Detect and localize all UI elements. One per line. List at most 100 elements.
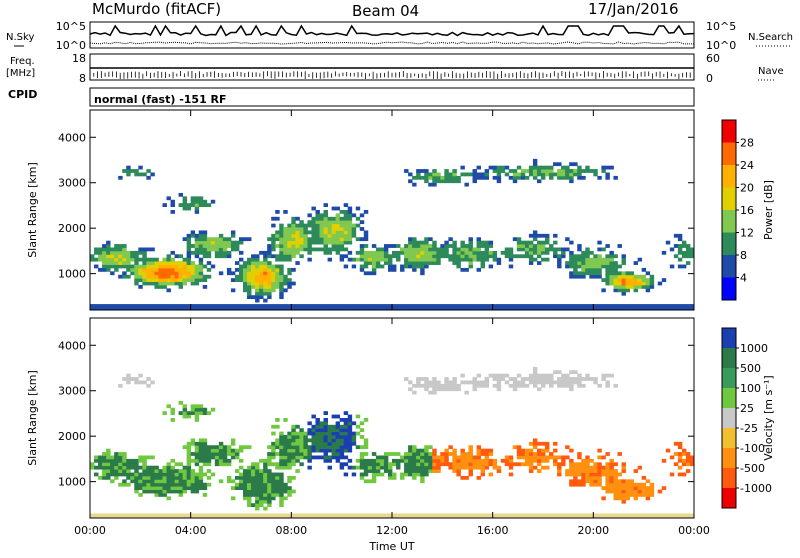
velocity-cell [371,479,377,484]
velocity-cell [677,472,683,477]
power-cell [536,179,542,184]
power-cell [593,271,598,276]
power-cell [440,247,445,252]
power-cell [311,247,316,252]
power-cell [561,165,566,170]
power-cell [267,274,272,279]
velocity-cell [396,458,401,463]
power-cell [319,227,324,231]
power-cell [130,267,135,272]
velocity-cell [452,455,457,460]
velocity-cell [166,496,171,501]
power-cell [609,257,614,262]
power-cell [323,304,328,310]
power-cell [613,281,618,286]
power-cell [412,182,417,187]
velocity-cell [528,448,534,453]
velocity-cell [359,513,365,518]
power-cell [512,175,518,180]
velocity-cell [633,482,639,487]
power-cell [561,247,566,252]
velocity-cell [162,513,167,518]
power-cell [609,267,614,272]
power-cell [122,274,127,279]
power-cell [130,264,135,269]
velocity-cell [267,452,272,456]
velocity-cell [359,428,365,433]
velocity-cell [363,445,369,450]
power-cell [444,304,449,310]
power-cell [347,233,353,238]
power-cell [347,230,353,235]
velocity-cell [379,472,385,477]
power-cell [408,244,413,248]
velocity-cell [669,455,675,460]
power-cell [243,285,248,289]
power-cell [605,254,610,259]
power-cell [146,169,151,173]
velocity-cell [637,482,643,487]
velocity-cell [549,513,554,518]
nsearch-tick-high: 10^5 [706,20,736,33]
velocity-cell [138,458,143,463]
power-cell [613,288,618,293]
velocity-cell [190,475,196,480]
power-cell [416,304,421,310]
power-cell [283,257,288,262]
velocity-cell [597,479,602,484]
power-cell [339,247,345,252]
power-cell [170,203,175,207]
power-cell [673,233,679,238]
power-cell [436,250,441,255]
power-cell [307,304,312,310]
power-cell [468,244,473,248]
power-cell [689,250,695,255]
power-cell [359,254,365,259]
velocity-cell [335,421,341,426]
velocity-cell [170,418,175,422]
velocity-cell [343,441,349,446]
velocity-cell [681,458,687,463]
power-cell [287,227,292,231]
power-cell [351,223,357,228]
power-cell [174,281,179,286]
velocity-cell [118,513,123,518]
velocity-cell [343,418,349,422]
velocity-cell [178,469,184,473]
power-cell [194,240,200,245]
power-cell [271,304,276,310]
power-cell [367,257,373,262]
power-cell [685,247,691,252]
velocity-cell [492,377,498,381]
power-cell [484,169,490,173]
velocity-cell [122,465,127,470]
velocity-cell [283,462,288,467]
power-cell [476,172,481,177]
velocity-cell [122,452,127,456]
power-cell [291,250,296,255]
power-cell [363,304,369,310]
nsky-tick-low: 10^0 [56,39,86,52]
power-cell [452,244,457,248]
velocity-cell [283,455,288,460]
velocity-cell [593,472,598,477]
power-cell [689,304,695,310]
velocity-cell [557,377,562,381]
power-cell [186,274,192,279]
power-cell [383,254,389,259]
velocity-cell [279,482,284,487]
velocity-cell [138,513,143,518]
power-cell [569,257,574,262]
velocity-cell [456,458,461,463]
power-cell [319,237,324,242]
power-cell [569,162,574,167]
power-cell [553,240,558,245]
velocity-cell [540,465,546,470]
power-cell [94,257,99,262]
velocity-cell [194,472,200,477]
velocity-cell [448,513,453,518]
velocity-cell [327,445,332,450]
power-cell [585,169,590,173]
power-cell [585,250,590,255]
power-cell [134,172,139,177]
